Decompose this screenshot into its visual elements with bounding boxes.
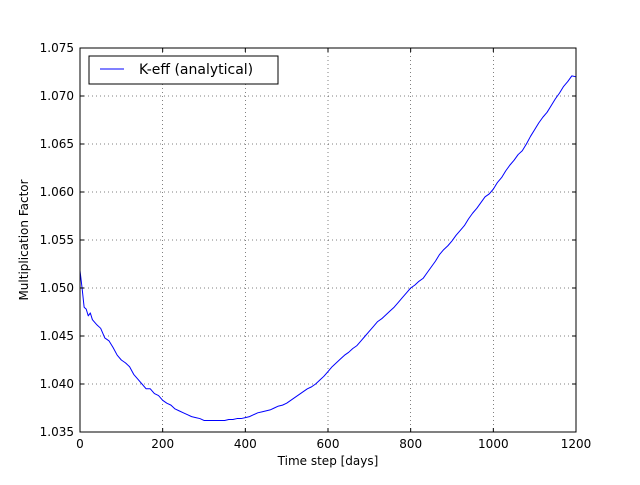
legend-label: K-eff (analytical) [139,62,253,78]
x-tick-label: 1200 [561,437,592,451]
y-tick-label: 1.065 [40,137,74,151]
tick-labels: 0 200 400 600 800 1000 1200 1.035 1.040 1.045 1.05… [40,41,592,451]
legend: K-eff (analytical) [88,55,279,85]
y-tick-label: 1.040 [40,377,74,391]
series-layer [79,75,577,421]
x-tick-label: 400 [234,437,257,451]
x-tick-label: 600 [317,437,340,451]
y-tick-label: 1.060 [40,185,74,199]
y-axis-label: Multiplication Factor [17,179,31,300]
series-line-k-eff [79,75,577,421]
x-tick-label: 200 [151,437,174,451]
y-tick-label: 1.035 [40,425,74,439]
y-tick-label: 1.075 [40,41,74,55]
y-tick-label: 1.050 [40,281,74,295]
y-tick-label: 1.055 [40,233,74,247]
axis-ticks [79,47,577,433]
x-tick-label: 0 [76,437,84,451]
x-tick-label: 800 [399,437,422,451]
y-tick-label: 1.070 [40,89,74,103]
y-tick-label: 1.045 [40,329,74,343]
x-axis-label: Time step [days] [277,454,379,468]
legend-box [88,55,279,85]
x-tick-label: 1000 [478,437,509,451]
